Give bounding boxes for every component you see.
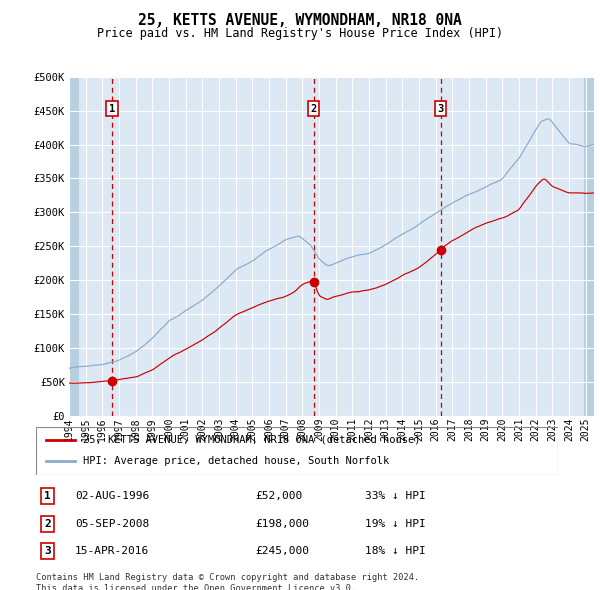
Bar: [69, 77, 79, 416]
Text: £52,000: £52,000: [255, 491, 302, 502]
Text: HPI: Average price, detached house, South Norfolk: HPI: Average price, detached house, Sout…: [83, 456, 389, 466]
Text: 15-APR-2016: 15-APR-2016: [75, 546, 149, 556]
Text: Contains HM Land Registry data © Crown copyright and database right 2024.
This d: Contains HM Land Registry data © Crown c…: [36, 573, 419, 590]
Bar: [584, 77, 594, 416]
Text: 1: 1: [44, 491, 51, 502]
Text: Price paid vs. HM Land Registry's House Price Index (HPI): Price paid vs. HM Land Registry's House …: [97, 27, 503, 40]
Text: 02-AUG-1996: 02-AUG-1996: [75, 491, 149, 502]
Text: £198,000: £198,000: [255, 519, 309, 529]
Text: 18% ↓ HPI: 18% ↓ HPI: [365, 546, 425, 556]
Text: 2: 2: [310, 104, 317, 114]
Text: 05-SEP-2008: 05-SEP-2008: [75, 519, 149, 529]
Text: 19% ↓ HPI: 19% ↓ HPI: [365, 519, 425, 529]
Text: 33% ↓ HPI: 33% ↓ HPI: [365, 491, 425, 502]
Text: £245,000: £245,000: [255, 546, 309, 556]
Text: 1: 1: [109, 104, 115, 114]
Text: 2: 2: [44, 519, 51, 529]
Text: 25, KETTS AVENUE, WYMONDHAM, NR18 0NA: 25, KETTS AVENUE, WYMONDHAM, NR18 0NA: [138, 13, 462, 28]
Text: 25, KETTS AVENUE, WYMONDHAM, NR18 0NA (detached house): 25, KETTS AVENUE, WYMONDHAM, NR18 0NA (d…: [83, 435, 421, 445]
Text: 3: 3: [437, 104, 443, 114]
Text: 3: 3: [44, 546, 51, 556]
